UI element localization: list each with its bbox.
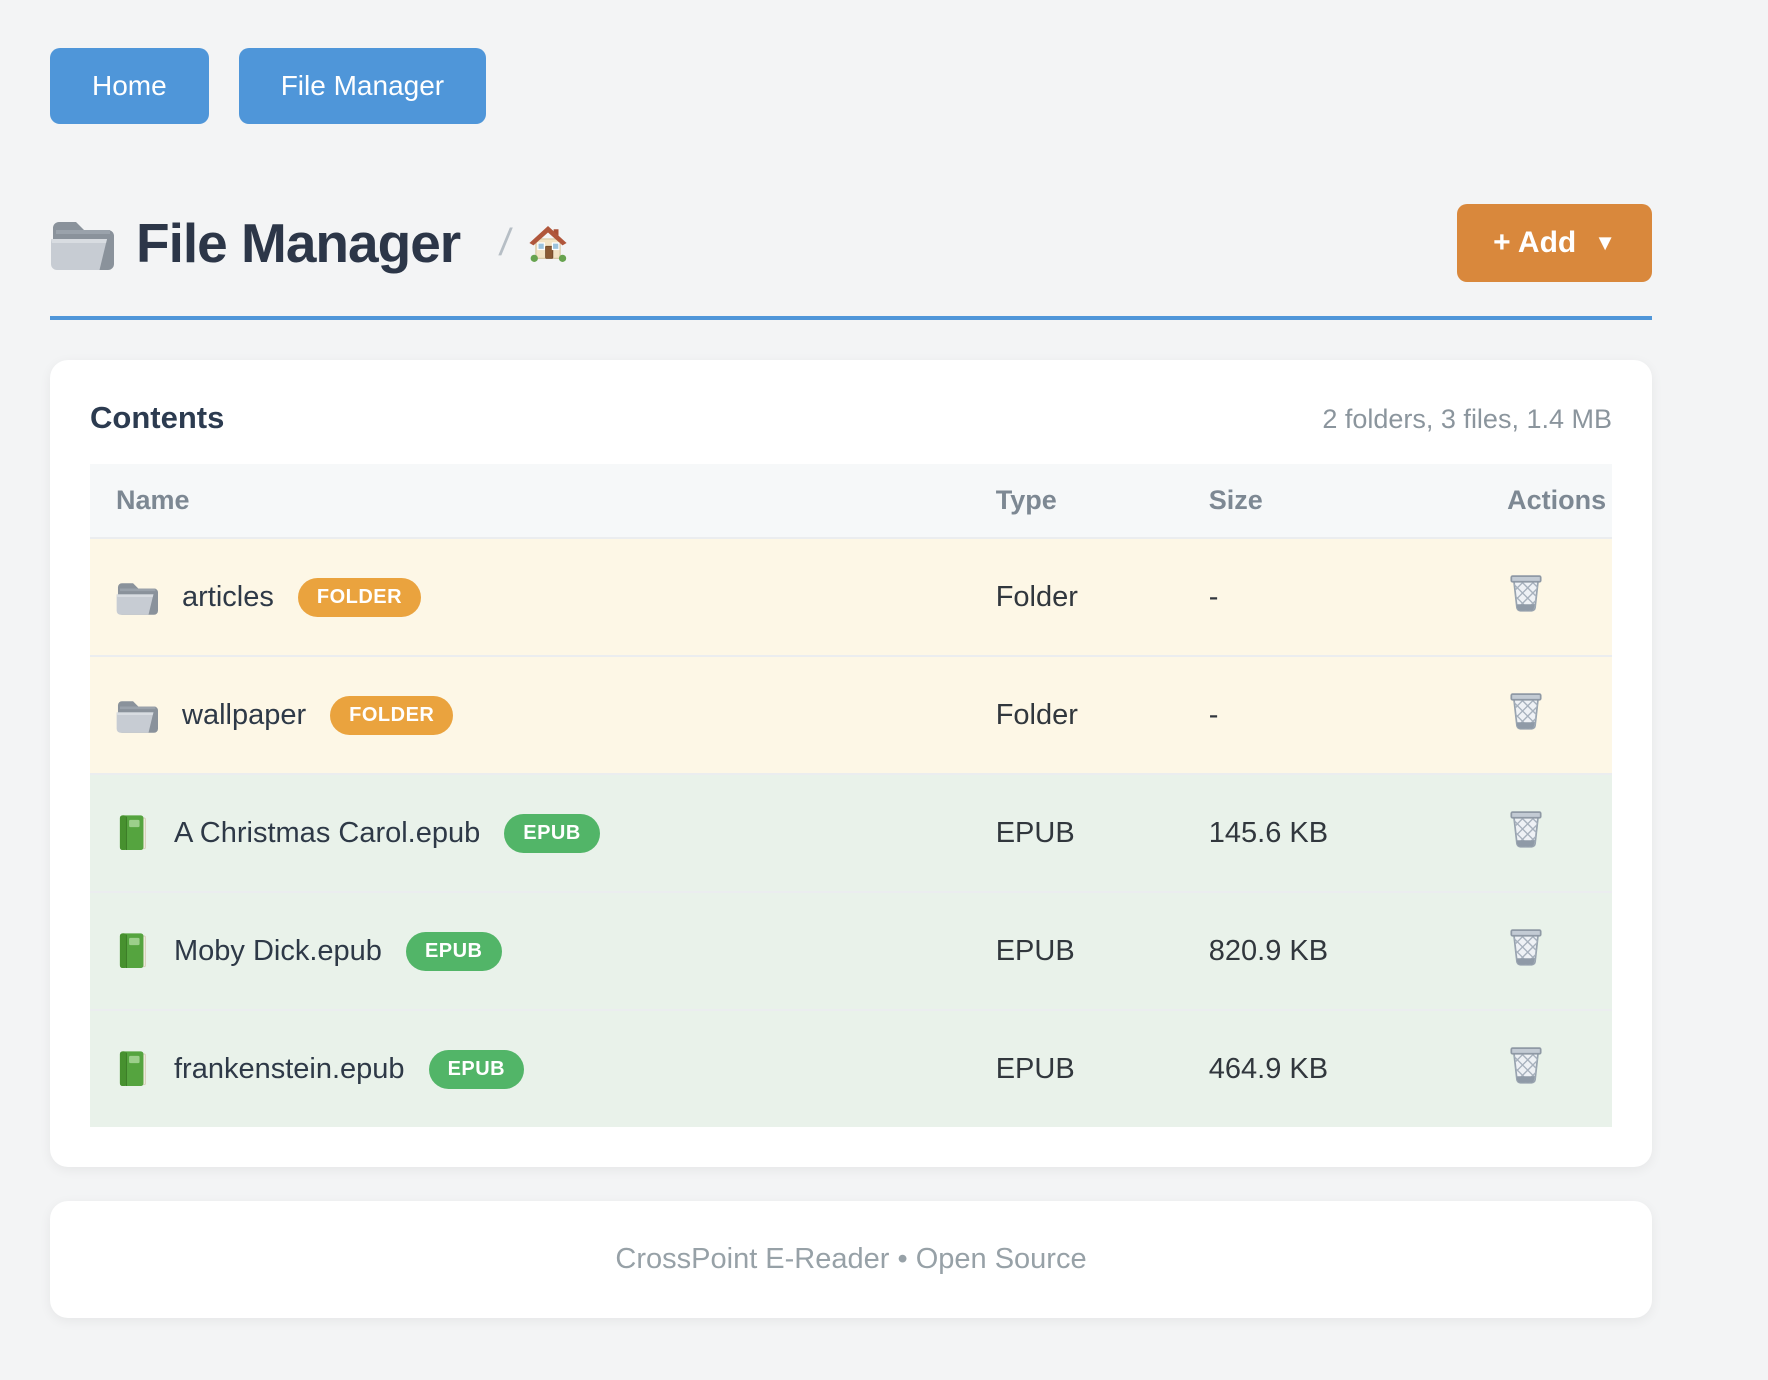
table-row-epub-moby-dick[interactable]: Moby Dick.epub EPUB EPUB 820.9 KB <box>90 891 1612 1010</box>
item-type: EPUB <box>969 1009 1183 1127</box>
breadcrumb-nav: Home File Manager <box>50 0 1652 124</box>
folder-icon <box>116 697 158 733</box>
item-name[interactable]: articles <box>182 580 274 613</box>
file-table: Name Type Size Actions articles FOLDER <box>90 464 1612 1127</box>
epub-badge: EPUB <box>504 813 600 853</box>
delete-button[interactable] <box>1507 1044 1545 1086</box>
trash-icon <box>1507 808 1545 850</box>
table-row-epub-frankenstein[interactable]: frankenstein.epub EPUB EPUB 464.9 KB <box>90 1009 1612 1127</box>
table-header-row: Name Type Size Actions <box>90 464 1612 538</box>
contents-heading: Contents <box>90 400 225 435</box>
item-type: EPUB <box>969 891 1183 1010</box>
page-container: Home File Manager File Manager / + Add ▼… <box>50 0 1652 1318</box>
folder-badge: FOLDER <box>297 577 422 617</box>
table-row-folder-articles[interactable]: articles FOLDER Folder - <box>90 537 1612 656</box>
add-button-label: + Add <box>1493 226 1577 259</box>
folder-icon <box>116 579 158 615</box>
table-row-folder-wallpaper[interactable]: wallpaper FOLDER Folder - <box>90 655 1612 774</box>
green-book-icon <box>116 932 150 970</box>
green-book-icon <box>116 1050 150 1088</box>
column-header-size: Size <box>1182 464 1482 538</box>
item-size: 145.6 KB <box>1182 773 1482 892</box>
item-type: Folder <box>969 537 1183 656</box>
name-cell[interactable]: Moby Dick.epub EPUB <box>116 931 944 971</box>
title-group: File Manager / <box>50 211 569 275</box>
green-book-icon <box>116 814 150 852</box>
delete-button[interactable] <box>1507 690 1545 732</box>
add-button[interactable]: + Add ▼ <box>1457 204 1652 282</box>
trash-icon <box>1507 926 1545 968</box>
item-size: - <box>1182 537 1482 656</box>
item-size: - <box>1182 655 1482 774</box>
nav-button-file-manager[interactable]: File Manager <box>238 48 487 124</box>
item-name[interactable]: wallpaper <box>182 698 307 731</box>
item-name[interactable]: A Christmas Carol.epub <box>174 816 481 849</box>
item-size: 464.9 KB <box>1182 1009 1482 1127</box>
item-type: Folder <box>969 655 1183 774</box>
item-name[interactable]: Moby Dick.epub <box>174 934 382 967</box>
column-header-type: Type <box>969 464 1183 538</box>
name-cell[interactable]: A Christmas Carol.epub EPUB <box>116 813 944 853</box>
item-type: EPUB <box>969 773 1183 892</box>
breadcrumb-separator: / <box>497 221 514 264</box>
folder-badge: FOLDER <box>330 695 454 735</box>
column-header-name: Name <box>90 464 970 538</box>
contents-card: Contents 2 folders, 3 files, 1.4 MB Name… <box>50 360 1652 1167</box>
delete-button[interactable] <box>1507 926 1545 968</box>
nav-button-home[interactable]: Home <box>50 48 209 124</box>
trash-icon <box>1507 1044 1545 1086</box>
page-header: File Manager / + Add ▼ <box>50 204 1652 282</box>
title-underline <box>50 316 1652 320</box>
trash-icon <box>1507 572 1545 614</box>
footer: CrossPoint E-Reader • Open Source <box>50 1201 1652 1318</box>
name-cell[interactable]: wallpaper FOLDER <box>116 695 944 735</box>
folder-icon <box>50 216 114 270</box>
page-title: File Manager <box>136 212 461 274</box>
epub-badge: EPUB <box>405 931 502 971</box>
chevron-down-icon: ▼ <box>1594 230 1616 255</box>
contents-summary: 2 folders, 3 files, 1.4 MB <box>1322 404 1612 434</box>
column-header-actions: Actions <box>1481 464 1612 538</box>
table-row-epub-christmas-carol[interactable]: A Christmas Carol.epub EPUB EPUB 145.6 K… <box>90 773 1612 892</box>
house-icon[interactable] <box>527 223 569 263</box>
name-cell[interactable]: articles FOLDER <box>116 577 944 617</box>
contents-card-header: Contents 2 folders, 3 files, 1.4 MB <box>90 400 1612 436</box>
item-name[interactable]: frankenstein.epub <box>174 1052 405 1085</box>
delete-button[interactable] <box>1507 808 1545 850</box>
epub-badge: EPUB <box>428 1049 525 1089</box>
delete-button[interactable] <box>1507 572 1545 614</box>
footer-text: CrossPoint E-Reader • Open Source <box>615 1243 1087 1275</box>
name-cell[interactable]: frankenstein.epub EPUB <box>116 1049 944 1089</box>
item-size: 820.9 KB <box>1182 891 1482 1010</box>
trash-icon <box>1507 690 1545 732</box>
